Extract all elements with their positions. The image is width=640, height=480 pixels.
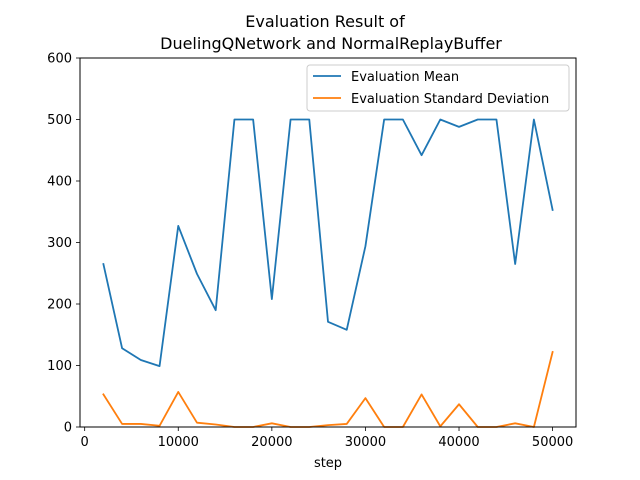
- x-tick-label: 10000: [158, 435, 199, 450]
- x-axis-label: step: [314, 456, 342, 471]
- chart-title-line-2: DuelingQNetwork and NormalReplayBuffer: [160, 34, 502, 53]
- legend-label-evaluation-mean: Evaluation Mean: [351, 70, 459, 85]
- x-tick-label: 50000: [532, 435, 573, 450]
- y-tick-label: 300: [47, 236, 72, 251]
- y-tick-label: 0: [64, 421, 72, 436]
- series-line-evaluation-mean: [102, 118, 554, 368]
- legend-label-evaluation-std: Evaluation Standard Deviation: [351, 92, 549, 107]
- x-tick-label: 0: [81, 435, 89, 450]
- plot-frame: [79, 57, 577, 428]
- y-tick-label: 500: [47, 113, 72, 128]
- y-tick-label: 100: [47, 359, 72, 374]
- y-tick-label: 400: [47, 175, 72, 190]
- x-axis-ticks: 0 10000 20000 30000 40000 50000: [81, 427, 573, 450]
- x-tick-label: 20000: [251, 435, 292, 450]
- y-axis-ticks: 0 100 200 300 400 500 600: [47, 52, 80, 436]
- legend: Evaluation Mean Evaluation Standard Devi…: [306, 64, 570, 112]
- chart-title-line-1: Evaluation Result of: [245, 12, 405, 31]
- x-tick-label: 40000: [438, 435, 479, 450]
- x-tick-label: 30000: [345, 435, 386, 450]
- legend-box: [306, 64, 570, 112]
- y-tick-label: 600: [47, 52, 72, 67]
- y-tick-label: 200: [47, 298, 72, 313]
